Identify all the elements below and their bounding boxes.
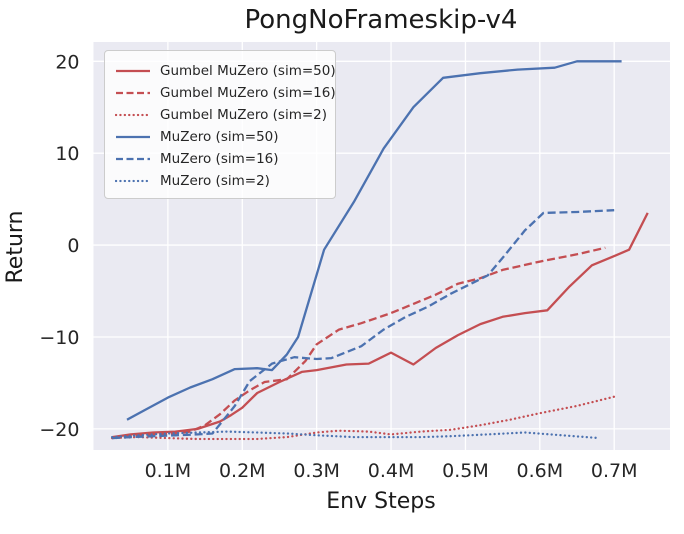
legend-swatch-solid <box>116 135 150 138</box>
legend-swatch-dashed <box>116 157 150 160</box>
y-tick-label: −10 <box>39 327 79 349</box>
x-tick-label: 0.6M <box>517 460 564 482</box>
x-tick-label: 0.5M <box>442 460 489 482</box>
legend-swatch-dotted <box>115 179 151 182</box>
series-line-solid-red <box>111 212 649 439</box>
series-line-solid-blue <box>126 60 622 421</box>
legend-swatch-dotted <box>115 113 151 116</box>
legend-item: Gumbel MuZero (sim=2) <box>115 104 328 125</box>
legend-item: Gumbel MuZero (sim=16) <box>115 82 336 103</box>
legend-label: MuZero (sim=16) <box>160 150 279 167</box>
x-axis-label: Env Steps <box>326 489 435 514</box>
x-tick-label: 0.2M <box>219 460 266 482</box>
legend-label: MuZero (sim=2) <box>160 172 270 189</box>
x-tick-label: 0.4M <box>368 460 415 482</box>
y-axis-label: Return <box>3 210 28 283</box>
y-tick-label: 20 <box>55 51 79 73</box>
chart-title: PongNoFrameskip-v4 <box>245 5 518 35</box>
y-tick-label: 0 <box>67 235 79 257</box>
legend-item: MuZero (sim=16) <box>115 148 325 169</box>
x-tick-label: 0.7M <box>591 460 638 482</box>
series-line-dotted-blue <box>110 430 601 440</box>
y-tick-label: 10 <box>55 143 79 165</box>
x-tick-label: 0.3M <box>293 460 340 482</box>
series-line-dotted-red <box>110 395 616 441</box>
x-tick-label: 0.1M <box>145 460 192 482</box>
legend-item: MuZero (sim=50) <box>115 126 325 147</box>
legend-label: Gumbel MuZero (sim=16) <box>160 84 336 101</box>
legend-item: MuZero (sim=2) <box>115 170 325 191</box>
legend-label: Gumbel MuZero (sim=2) <box>160 106 328 123</box>
legend-item: Gumbel MuZero (sim=50) <box>115 60 336 81</box>
legend-swatch-solid <box>116 69 150 72</box>
y-tick-label: −20 <box>39 419 79 441</box>
legend-swatch-dashed <box>116 91 150 94</box>
legend: Gumbel MuZero (sim=50) Gumbel MuZero (sim… <box>104 50 336 199</box>
legend-label: MuZero (sim=50) <box>160 128 279 145</box>
legend-label: Gumbel MuZero (sim=50) <box>160 62 336 79</box>
